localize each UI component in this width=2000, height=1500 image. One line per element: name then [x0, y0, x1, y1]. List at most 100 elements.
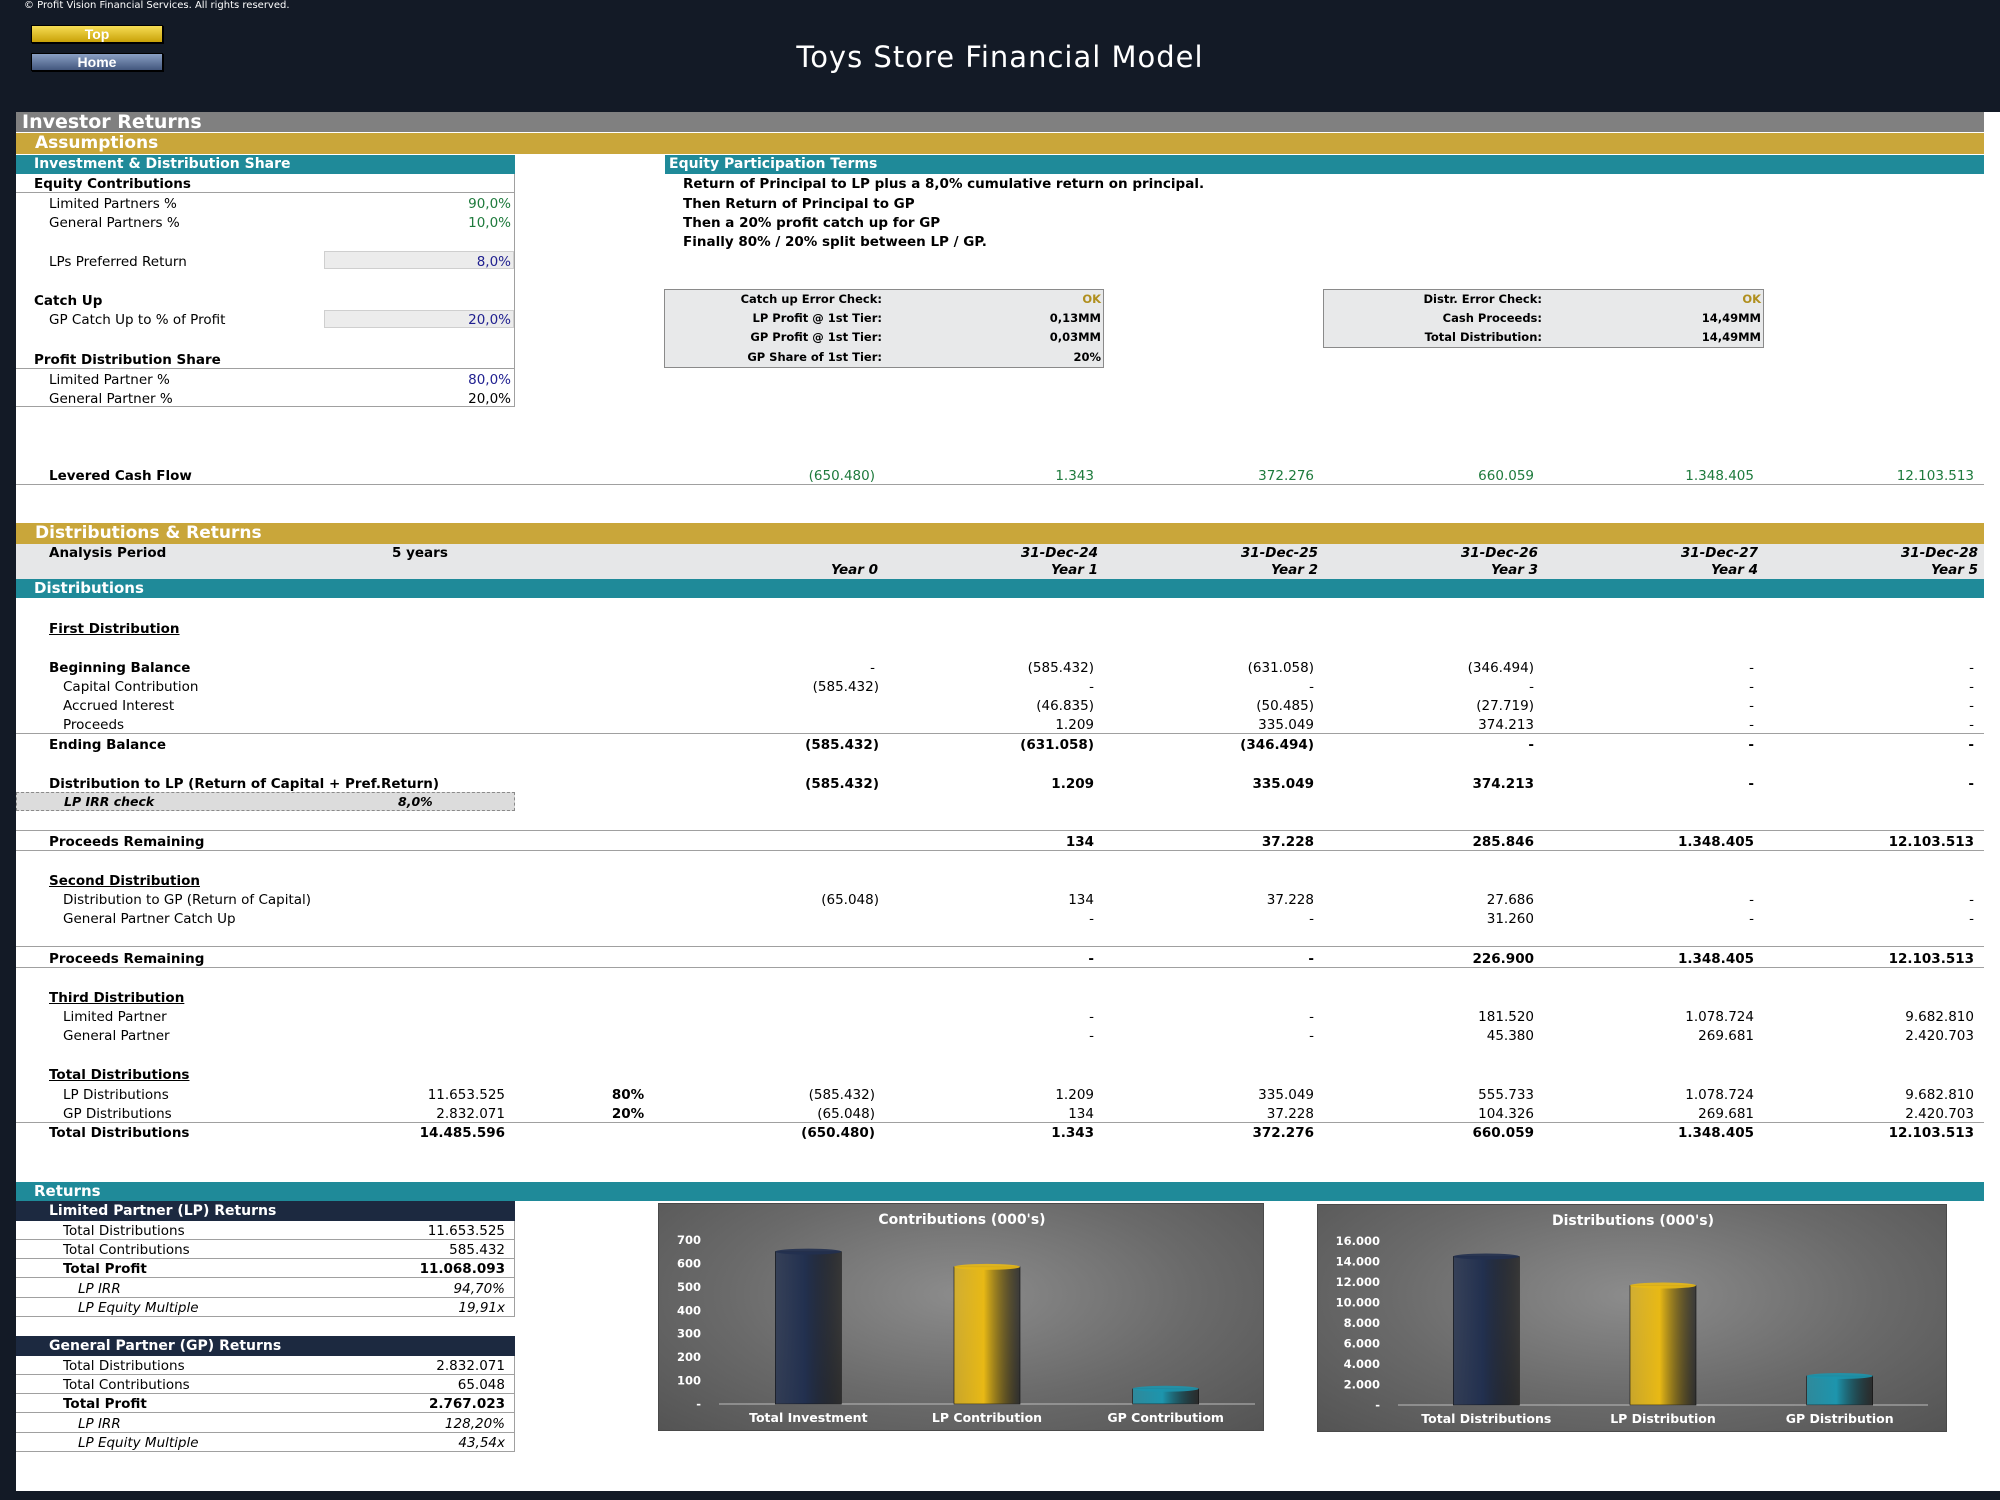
dgp-year-5: - [1969, 892, 1974, 908]
divider [16, 1316, 515, 1317]
lpd-year-5: 9.682.810 [1905, 1087, 1974, 1103]
cc-year-2: - [1309, 679, 1314, 695]
gp-share-tier-value: 20% [1073, 350, 1101, 364]
x-tick-label: LP Distribution [1610, 1411, 1716, 1426]
gpd-year-3: 104.326 [1478, 1106, 1534, 1122]
pref-return-label: LPs Preferred Return [49, 254, 187, 270]
proceeds-remaining-2-label: Proceeds Remaining [49, 951, 205, 967]
gp-distributions-label: GP Distributions [63, 1106, 172, 1122]
gpd-year-0: (65.048) [817, 1106, 875, 1122]
td-year-1: 1.343 [1051, 1125, 1094, 1141]
y-tick-label: 4.000 [1344, 1357, 1380, 1371]
lcf-year-0: (650.480) [808, 468, 875, 484]
lp-total-contrib-label: Total Contributions [63, 1242, 190, 1258]
gcu-year-3: 31.260 [1486, 911, 1534, 927]
y-tick-label: 500 [677, 1280, 701, 1294]
gpd-year-4: 269.681 [1698, 1106, 1754, 1122]
gp-share-value: 20,0% [468, 391, 511, 407]
x-tick-label: LP Contribution [932, 1410, 1042, 1425]
gp-multiple-label: LP Equity Multiple [78, 1435, 199, 1451]
divider [16, 406, 515, 407]
lp-profit-tier-label: LP Profit @ 1st Tier: [752, 311, 883, 325]
bar-cap [954, 1263, 1020, 1270]
lp-returns-border [514, 1221, 515, 1317]
dlp-year-4: - [1748, 776, 1754, 792]
terms-line-3: Then a 20% profit catch up for GP [683, 215, 941, 231]
y-tick-label: 100 [677, 1374, 701, 1388]
divider [16, 1432, 515, 1433]
gp-share-label: General Partner % [49, 391, 173, 407]
y-tick-label: 300 [677, 1327, 701, 1341]
bb-year-3: (346.494) [1467, 660, 1534, 676]
tgp-year-5: 2.420.703 [1905, 1028, 1974, 1044]
gp-irr-label: LP IRR [78, 1416, 121, 1432]
terms-line-2: Then Return of Principal to GP [683, 196, 915, 212]
date-year-2: 31-Dec-25 [1240, 545, 1318, 561]
tlp-year-1: - [1089, 1009, 1094, 1025]
lp-share-input[interactable]: 80,0% [468, 372, 511, 388]
gp-total-dist-label: Total Distributions [63, 1358, 185, 1374]
top-button[interactable]: Top [31, 25, 163, 43]
x-tick-label: Total Investment [749, 1410, 867, 1425]
td-year-5: 12.103.513 [1888, 1125, 1974, 1141]
prm2-year-1: - [1088, 951, 1094, 967]
lcf-year-4: 1.348.405 [1685, 468, 1754, 484]
third-lp-label: Limited Partner [63, 1009, 167, 1025]
divider [16, 484, 1984, 485]
td-year-4: 1.348.405 [1677, 1125, 1754, 1141]
eb-year-3: - [1528, 737, 1534, 753]
lp-total-dist-value: 11.653.525 [427, 1223, 505, 1239]
cc-year-5: - [1969, 679, 1974, 695]
gp-catch-up-input-bg[interactable] [324, 310, 514, 328]
lp-distributions-pct: 80% [611, 1087, 645, 1103]
pr-year-4: - [1749, 717, 1754, 733]
y-tick-label: 12.000 [1336, 1275, 1380, 1289]
total-distribution-value: 14,49MM [1701, 330, 1761, 344]
tlp-year-5: 9.682.810 [1905, 1009, 1974, 1025]
bottom-frame [0, 1491, 2000, 1500]
divider [16, 967, 1984, 968]
levered-cash-flow-label: Levered Cash Flow [49, 468, 192, 484]
proceeds-label: Proceeds [63, 717, 125, 733]
catch-up-check-box: Catch up Error Check: OK LP Profit @ 1st… [664, 289, 1104, 368]
lpd-year-4: 1.078.724 [1685, 1087, 1754, 1103]
x-tick-label: GP Distribution [1786, 1411, 1894, 1426]
prm1-year-4: 1.348.405 [1677, 834, 1754, 850]
gcu-year-5: - [1969, 911, 1974, 927]
total-distribution-label: Total Distribution: [1424, 330, 1542, 344]
prm2-year-4: 1.348.405 [1677, 951, 1754, 967]
total-distributions-total: 14.485.596 [419, 1125, 505, 1141]
y-tick-label: 600 [677, 1256, 701, 1270]
gp-catch-up-label: GP Catch Up to % of Profit [49, 312, 226, 328]
prm1-year-5: 12.103.513 [1888, 834, 1974, 850]
divider [16, 850, 1984, 851]
prm1-year-1: 134 [1065, 834, 1094, 850]
year-2-label: Year 2 [1270, 562, 1318, 578]
dlp-year-3: 374.213 [1472, 776, 1535, 792]
pr-year-3: 374.213 [1478, 717, 1534, 733]
home-button[interactable]: Home [31, 53, 163, 71]
ai-year-5: - [1969, 698, 1974, 714]
gp-total-profit-label: Total Profit [63, 1396, 147, 1412]
date-year-1: 31-Dec-24 [1020, 545, 1098, 561]
date-year-4: 31-Dec-27 [1680, 545, 1758, 561]
pr-year-1: 1.209 [1055, 717, 1094, 733]
lp-total-profit-label: Total Profit [63, 1261, 147, 1277]
cc-year-3: - [1529, 679, 1534, 695]
section-equity-participation-terms: Equity Participation Terms [665, 155, 1984, 174]
pref-return-input-bg[interactable] [324, 251, 514, 269]
total-distributions-label: Total Distributions [49, 1125, 190, 1141]
gp-share-tier-label: GP Share of 1st Tier: [747, 350, 882, 364]
pr-year-5: - [1969, 717, 1974, 733]
cc-year-0: (585.432) [812, 679, 879, 695]
eb-year-2: (346.494) [1240, 737, 1314, 753]
dist-to-lp-label: Distribution to LP (Return of Capital + … [49, 776, 440, 792]
gp-pct-value: 10,0% [468, 215, 511, 231]
y-tick-label: 2.000 [1344, 1378, 1380, 1392]
lp-returns-header: Limited Partner (LP) Returns [16, 1201, 515, 1221]
pref-return-input[interactable]: 8,0% [476, 254, 511, 270]
gp-catch-up-input[interactable]: 20,0% [468, 312, 511, 328]
ai-year-2: (50.485) [1256, 698, 1314, 714]
divider [16, 1374, 515, 1375]
td-year-3: 660.059 [1472, 1125, 1535, 1141]
